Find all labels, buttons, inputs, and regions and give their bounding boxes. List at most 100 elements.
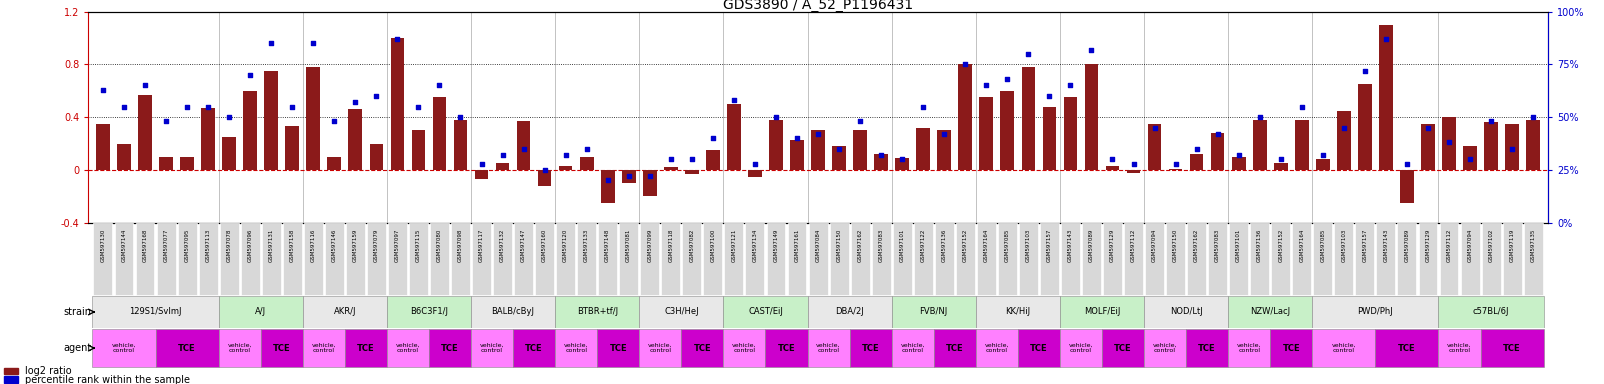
FancyBboxPatch shape xyxy=(1293,223,1310,295)
Bar xyxy=(727,104,741,170)
Text: GSM597157: GSM597157 xyxy=(1047,228,1052,262)
Point xyxy=(1373,36,1399,42)
FancyBboxPatch shape xyxy=(807,329,850,367)
Bar xyxy=(1105,166,1120,170)
Text: CAST/EiJ: CAST/EiJ xyxy=(747,308,783,316)
Bar xyxy=(117,144,132,170)
Point xyxy=(364,93,390,99)
Point xyxy=(1394,161,1420,167)
Point xyxy=(1142,124,1168,131)
Point xyxy=(154,118,180,124)
Text: MOLF/EiJ: MOLF/EiJ xyxy=(1084,308,1120,316)
FancyBboxPatch shape xyxy=(723,296,807,328)
Text: TCE: TCE xyxy=(1283,344,1301,353)
Text: GSM597131: GSM597131 xyxy=(269,228,274,262)
FancyBboxPatch shape xyxy=(220,223,239,295)
Text: GSM597085: GSM597085 xyxy=(1320,228,1325,262)
Bar xyxy=(1253,120,1267,170)
FancyBboxPatch shape xyxy=(156,329,218,367)
Point xyxy=(385,36,411,42)
Text: GSM597084: GSM597084 xyxy=(815,228,821,262)
Text: GSM597143: GSM597143 xyxy=(1383,228,1389,262)
Text: TCE: TCE xyxy=(178,344,196,353)
Text: GSM597095: GSM597095 xyxy=(184,228,189,262)
FancyBboxPatch shape xyxy=(935,223,954,295)
Text: GSM597149: GSM597149 xyxy=(773,228,778,262)
Bar xyxy=(980,97,993,170)
FancyBboxPatch shape xyxy=(218,296,303,328)
Text: GSM597099: GSM597099 xyxy=(648,228,653,262)
Text: vehicle,
control: vehicle, control xyxy=(396,343,420,354)
Text: GSM597082: GSM597082 xyxy=(690,228,695,262)
Text: GSM597148: GSM597148 xyxy=(605,228,610,262)
FancyBboxPatch shape xyxy=(1461,223,1479,295)
Text: GSM597135: GSM597135 xyxy=(1530,228,1535,262)
Point xyxy=(1015,51,1041,57)
Bar xyxy=(286,126,298,170)
Bar xyxy=(747,170,762,177)
Text: GSM597117: GSM597117 xyxy=(480,228,484,262)
Point xyxy=(279,104,305,110)
FancyBboxPatch shape xyxy=(1060,296,1144,328)
Bar xyxy=(1294,120,1309,170)
Point xyxy=(1205,131,1230,137)
Bar xyxy=(327,157,342,170)
FancyBboxPatch shape xyxy=(367,223,387,295)
Text: AKR/J: AKR/J xyxy=(334,308,356,316)
FancyBboxPatch shape xyxy=(451,223,470,295)
Text: GSM597094: GSM597094 xyxy=(1468,228,1472,262)
Point xyxy=(911,104,937,110)
Text: B6C3F1/J: B6C3F1/J xyxy=(411,308,448,316)
Text: TCE: TCE xyxy=(273,344,290,353)
Point xyxy=(1184,146,1209,152)
FancyBboxPatch shape xyxy=(807,296,892,328)
Text: GSM597161: GSM597161 xyxy=(794,228,799,262)
Text: GSM597085: GSM597085 xyxy=(1004,228,1011,262)
Text: vehicle,
control: vehicle, control xyxy=(1447,343,1472,354)
FancyBboxPatch shape xyxy=(704,223,722,295)
Bar xyxy=(454,120,467,170)
Point xyxy=(847,118,873,124)
Text: vehicle,
control: vehicle, control xyxy=(648,343,672,354)
FancyBboxPatch shape xyxy=(1335,223,1354,295)
Point xyxy=(510,146,536,152)
FancyBboxPatch shape xyxy=(303,329,345,367)
Text: log2 ratio: log2 ratio xyxy=(24,366,71,376)
FancyBboxPatch shape xyxy=(428,329,472,367)
Bar xyxy=(622,170,635,183)
Bar xyxy=(96,124,109,170)
Text: GSM597077: GSM597077 xyxy=(164,228,168,262)
Bar xyxy=(581,157,593,170)
Point xyxy=(1267,156,1293,162)
FancyBboxPatch shape xyxy=(998,223,1017,295)
Text: vehicle,
control: vehicle, control xyxy=(228,343,252,354)
Text: GSM597168: GSM597168 xyxy=(143,228,148,262)
Bar xyxy=(475,170,488,179)
Point xyxy=(889,156,914,162)
FancyBboxPatch shape xyxy=(682,223,701,295)
FancyBboxPatch shape xyxy=(1376,223,1395,295)
FancyBboxPatch shape xyxy=(388,223,407,295)
FancyBboxPatch shape xyxy=(1102,329,1144,367)
Bar xyxy=(433,97,446,170)
Point xyxy=(699,135,725,141)
FancyBboxPatch shape xyxy=(261,223,281,295)
FancyBboxPatch shape xyxy=(430,223,449,295)
FancyBboxPatch shape xyxy=(977,223,996,295)
Point xyxy=(196,104,221,110)
Text: KK/HiJ: KK/HiJ xyxy=(1006,308,1030,316)
Text: TCE: TCE xyxy=(946,344,964,353)
Bar xyxy=(3,367,18,374)
Text: GSM597129: GSM597129 xyxy=(1110,228,1115,262)
Bar xyxy=(1022,67,1035,170)
FancyBboxPatch shape xyxy=(1166,223,1185,295)
Bar xyxy=(643,170,656,196)
Text: GSM597133: GSM597133 xyxy=(584,228,589,262)
Point xyxy=(678,156,704,162)
Bar xyxy=(916,127,930,170)
FancyBboxPatch shape xyxy=(1060,223,1079,295)
Text: TCE: TCE xyxy=(861,344,879,353)
FancyBboxPatch shape xyxy=(1482,223,1500,295)
FancyBboxPatch shape xyxy=(1229,329,1270,367)
Text: TCE: TCE xyxy=(1030,344,1047,353)
